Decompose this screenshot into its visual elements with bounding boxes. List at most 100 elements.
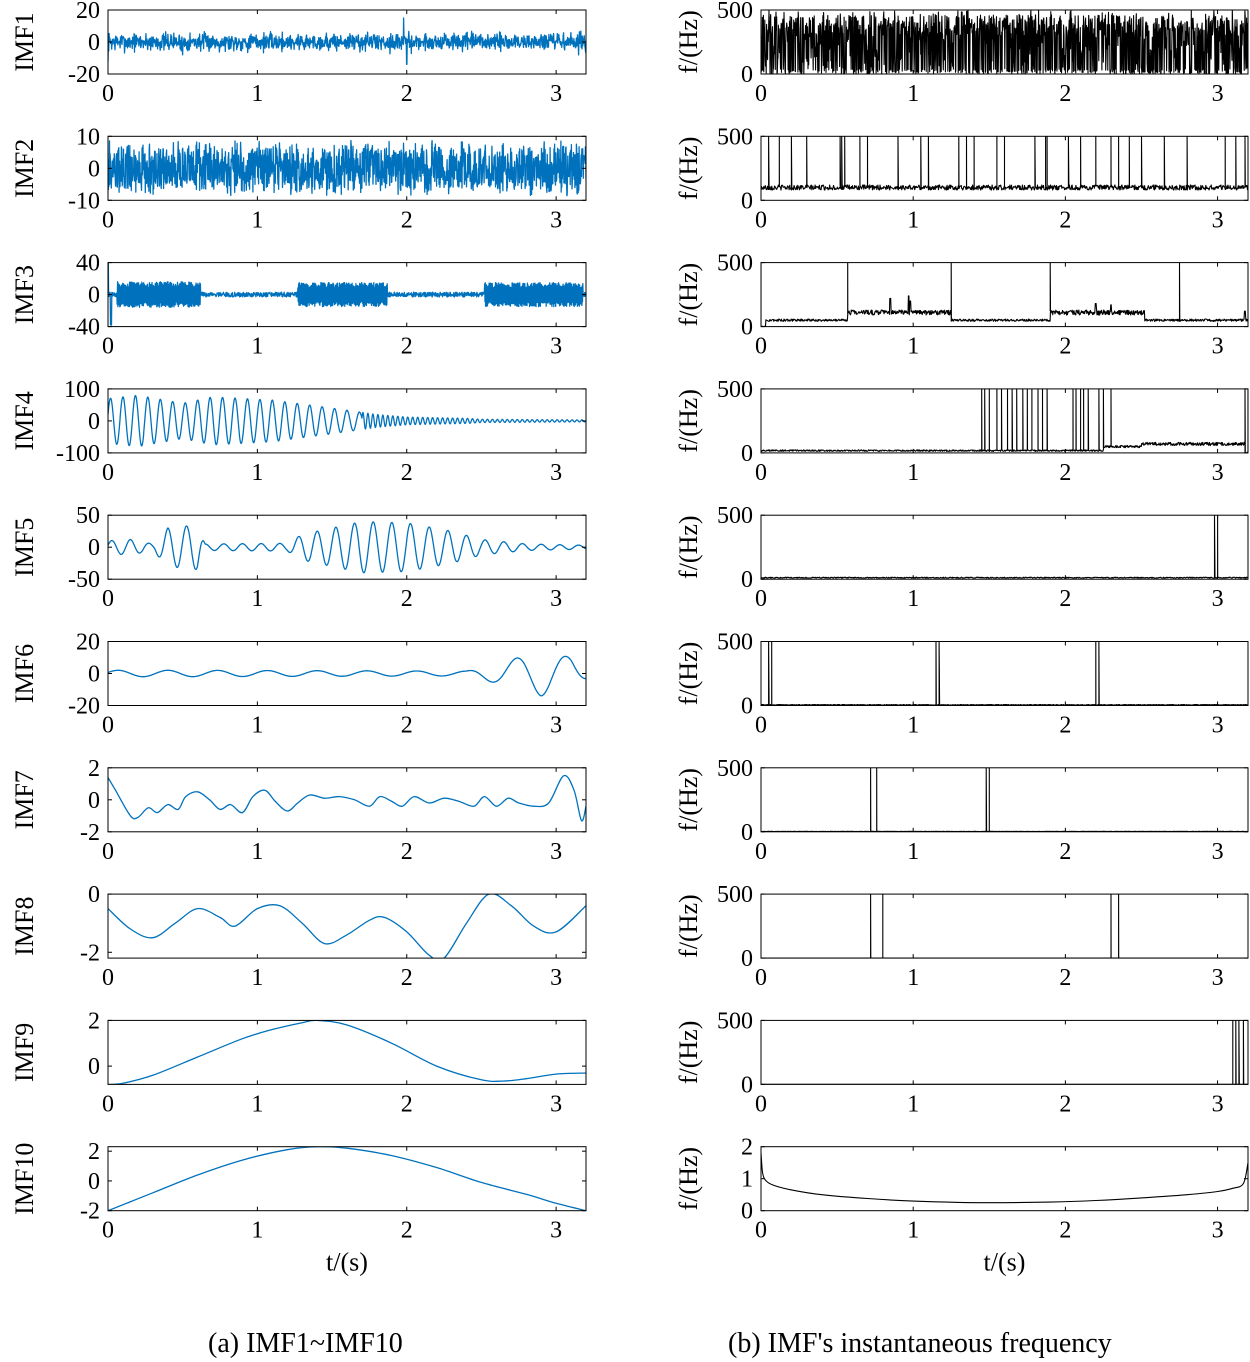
x-tick-label: 1 xyxy=(251,839,263,865)
x-tick-label: 0 xyxy=(755,713,767,739)
y-tick-label: 0 xyxy=(88,1054,100,1080)
x-tick-label: 0 xyxy=(755,1091,767,1117)
subplot-b-8: 0 1 2 3 500 0 f/(Hz) xyxy=(674,882,1249,991)
x-tick-label: 3 xyxy=(1212,713,1224,739)
x-tick-label: 1 xyxy=(907,334,919,360)
x-tick-label: 1 xyxy=(907,1218,919,1244)
y-tick-label: 1 xyxy=(741,1167,753,1193)
y-axis-label: f/(Hz) xyxy=(674,10,703,74)
y-tick-label: 500 xyxy=(717,756,753,782)
x-tick-label: 1 xyxy=(251,713,263,739)
y-tick-label: 20 xyxy=(76,0,100,24)
x-tick-label: 3 xyxy=(1212,207,1224,233)
x-tick-label: 1 xyxy=(907,965,919,991)
x-tick-label: 3 xyxy=(1212,586,1224,612)
x-tick-label: 2 xyxy=(401,81,413,107)
x-tick-label: 2 xyxy=(401,207,413,233)
y-tick-label: -20 xyxy=(68,694,100,720)
x-tick-label: 3 xyxy=(550,460,562,486)
x-tick-label: 1 xyxy=(251,81,263,107)
x-tick-label: 3 xyxy=(550,839,562,865)
y-tick-label: 0 xyxy=(741,820,753,846)
series-b-4-line xyxy=(761,388,1248,453)
y-tick-label: 0 xyxy=(88,535,100,561)
x-tick-label: 2 xyxy=(1059,965,1071,991)
series-a-10-line xyxy=(108,1146,586,1211)
x-tick-label: 3 xyxy=(1212,1218,1224,1244)
y-tick-label: 0 xyxy=(88,788,100,814)
y-axis-label: f/(Hz) xyxy=(674,137,703,201)
x-tick-label: 0 xyxy=(755,1218,767,1244)
x-tick-label: 0 xyxy=(102,839,114,865)
subplot-b-7: 0 1 2 3 500 0 f/(Hz) xyxy=(674,756,1249,865)
plot-frame xyxy=(760,514,1249,580)
y-tick-label: -100 xyxy=(56,441,100,467)
y-axis-label: f/(Hz) xyxy=(674,642,703,706)
plot-frame xyxy=(760,388,1249,454)
y-tick-label: 0 xyxy=(88,882,100,908)
x-tick-label: 0 xyxy=(755,839,767,865)
subplot-b-9: 0 1 2 3 500 0 f/(Hz) xyxy=(674,1008,1249,1117)
x-tick-label: 0 xyxy=(102,713,114,739)
x-tick-label: 3 xyxy=(550,1218,562,1244)
y-axis-label: IMF3 xyxy=(10,265,39,324)
y-tick-label: 2 xyxy=(741,1135,753,1161)
y-axis-label: f/(Hz) xyxy=(674,263,703,327)
y-tick-label: 2 xyxy=(88,1008,100,1034)
x-tick-label: 2 xyxy=(1059,839,1071,865)
y-tick-label: -10 xyxy=(68,188,100,214)
x-axis-label: t/(s) xyxy=(326,1248,368,1277)
y-axis-label: IMF9 xyxy=(10,1023,39,1082)
x-tick-label: 2 xyxy=(1059,713,1071,739)
x-tick-label: 0 xyxy=(102,1218,114,1244)
y-axis-label: IMF5 xyxy=(10,518,39,577)
y-axis-label: f/(Hz) xyxy=(674,389,703,453)
x-tick-label: 2 xyxy=(401,713,413,739)
series-b-5-line xyxy=(761,515,1248,579)
x-tick-label: 0 xyxy=(755,965,767,991)
x-tick-label: 2 xyxy=(1059,81,1071,107)
x-tick-label: 1 xyxy=(907,207,919,233)
y-tick-label: 0 xyxy=(741,62,753,88)
y-tick-label: 0 xyxy=(741,1199,753,1225)
subplot-a-9: 0 1 2 3 2 0 IMF9 xyxy=(10,1008,587,1117)
y-tick-label: 0 xyxy=(88,662,100,688)
y-tick-label: 500 xyxy=(717,503,753,529)
y-tick-label: 0 xyxy=(741,567,753,593)
y-tick-label: 0 xyxy=(741,315,753,341)
x-tick-label: 3 xyxy=(550,1091,562,1117)
x-tick-label: 3 xyxy=(1212,1091,1224,1117)
x-tick-label: 1 xyxy=(907,460,919,486)
plot-frame xyxy=(760,1146,1249,1212)
x-tick-label: 1 xyxy=(907,586,919,612)
x-tick-label: 3 xyxy=(550,965,562,991)
series-a-7-line xyxy=(108,774,586,822)
x-tick-label: 2 xyxy=(401,460,413,486)
series-b-8-line xyxy=(761,894,1248,959)
plot-frame xyxy=(107,1019,587,1085)
y-axis-label: IMF6 xyxy=(10,644,39,703)
x-tick-label: 1 xyxy=(251,207,263,233)
x-tick-label: 2 xyxy=(1059,334,1071,360)
y-tick-label: 100 xyxy=(64,377,100,403)
y-tick-label: 0 xyxy=(88,283,100,309)
x-tick-label: 2 xyxy=(1059,460,1071,486)
y-axis-label: IMF7 xyxy=(10,770,39,829)
y-tick-label: 0 xyxy=(88,156,100,182)
series-b-1-line xyxy=(761,10,1248,74)
y-tick-label: 500 xyxy=(717,124,753,150)
series-b-6-line xyxy=(761,641,1248,706)
series-a-6-line xyxy=(108,655,586,697)
x-tick-label: 1 xyxy=(251,1091,263,1117)
x-tick-label: 1 xyxy=(251,334,263,360)
subplot-b-3: 0 1 2 3 500 0 f/(Hz) xyxy=(674,251,1249,360)
plot-frame xyxy=(107,1146,587,1212)
y-tick-label: 500 xyxy=(717,1008,753,1034)
y-tick-label: -2 xyxy=(80,940,100,966)
x-tick-label: 1 xyxy=(907,713,919,739)
plot-frame xyxy=(760,262,1249,328)
